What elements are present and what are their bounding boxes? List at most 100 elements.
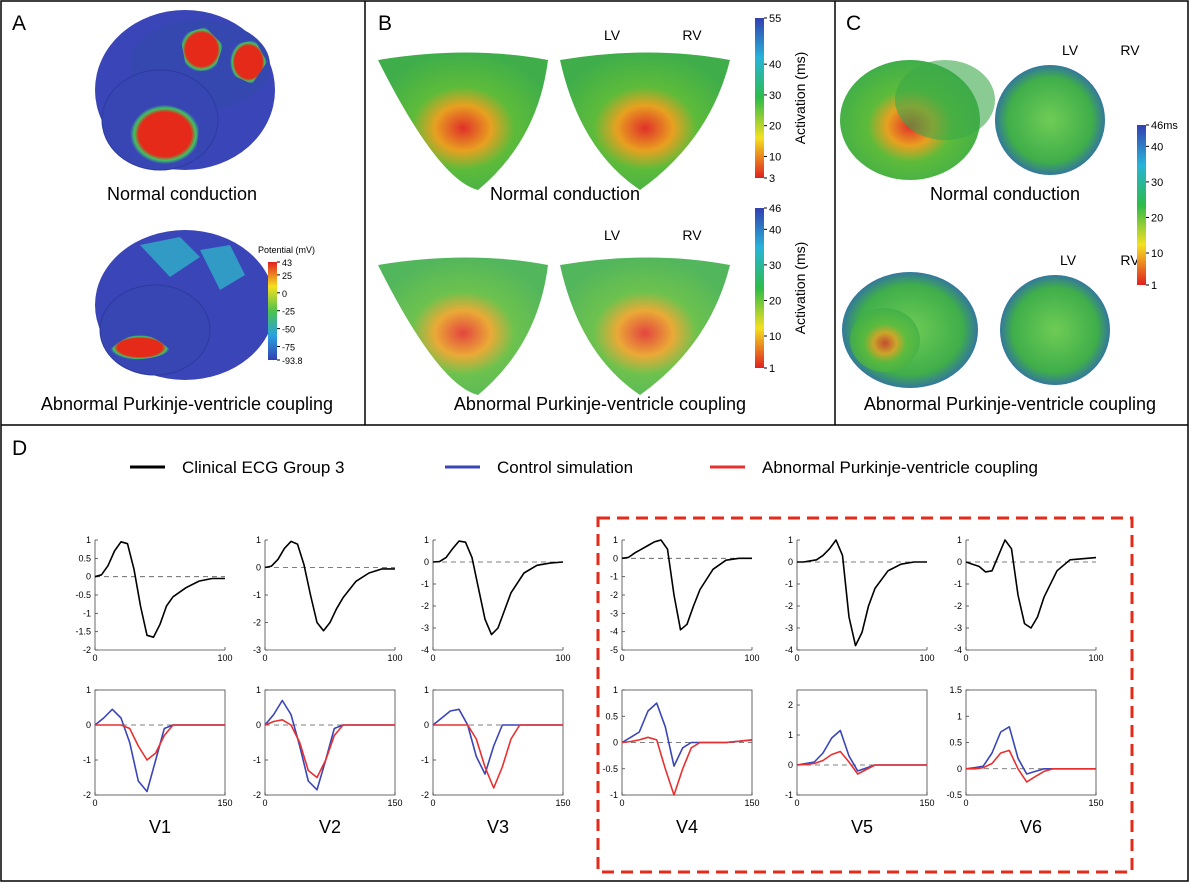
y-tick-label: -3	[253, 645, 261, 655]
y-tick-label: -1	[421, 579, 429, 589]
colorbar	[268, 262, 277, 360]
y-tick-label: -2	[83, 790, 91, 800]
colorbar-tick-label: 55	[769, 13, 781, 25]
caption: Normal conduction	[930, 184, 1080, 204]
x-tick-label: 150	[555, 798, 570, 808]
y-tick-label: 0	[613, 738, 618, 748]
y-tick-label: -3	[610, 608, 618, 618]
y-tick-label: -1	[785, 790, 793, 800]
lead-label: V1	[149, 817, 171, 837]
colorbar-tick-label: -25	[282, 307, 295, 317]
y-tick-label: -1	[253, 755, 261, 765]
y-tick-label: -3	[421, 623, 429, 633]
x-tick-label: 0	[619, 653, 624, 663]
y-tick-label: -2	[421, 601, 429, 611]
y-tick-label: 1	[86, 535, 91, 545]
colorbar-tick-label: 3	[769, 173, 775, 185]
y-tick-label: -3	[954, 623, 962, 633]
y-tick-label: 1	[788, 730, 793, 740]
x-tick-label: 100	[555, 653, 570, 663]
view-label: LV	[604, 27, 621, 43]
x-tick-label: 100	[217, 653, 232, 663]
ecg-line	[796, 750, 927, 775]
y-tick-label: 0	[788, 760, 793, 770]
colorbar-tick-label: 0	[282, 289, 287, 299]
y-tick-label: -2	[785, 601, 793, 611]
colorbar-tick-label: 10	[769, 151, 781, 163]
y-tick-label: 2	[788, 700, 793, 710]
x-tick-label: 100	[387, 653, 402, 663]
y-tick-label: -4	[954, 645, 962, 655]
panel-letter: A	[12, 12, 26, 35]
y-tick-label: 1	[613, 685, 618, 695]
x-tick-label: 0	[619, 798, 624, 808]
caption: Abnormal Purkinje-ventricle coupling	[454, 394, 746, 414]
x-tick-label: 0	[262, 653, 267, 663]
legend-label: Control simulation	[497, 458, 633, 477]
colorbar-tick-label: 20	[769, 295, 781, 307]
heart-renders	[95, 10, 1110, 395]
y-tick-label: -1	[83, 608, 91, 618]
caption: Abnormal Purkinje-ventricle coupling	[864, 394, 1156, 414]
legend-label: Abnormal Purkinje-ventricle coupling	[762, 458, 1038, 477]
y-tick-label: -0.5	[602, 764, 618, 774]
panel-letter: C	[846, 12, 861, 35]
view-label: LV	[1060, 252, 1077, 268]
y-tick-label: -2	[421, 790, 429, 800]
y-tick-label: 0	[788, 557, 793, 567]
view-label: LV	[1062, 42, 1079, 58]
colorbar-tick-label: 20	[769, 121, 781, 133]
caption: Normal conduction	[490, 184, 640, 204]
colorbar-tick-label: 20	[1151, 212, 1163, 224]
x-tick-label: 0	[794, 653, 799, 663]
y-tick-label: -1	[83, 755, 91, 765]
y-tick-label: 1	[613, 535, 618, 545]
highlight-box	[596, 516, 1134, 874]
ecg-line	[94, 541, 225, 638]
x-tick-label: 150	[919, 798, 934, 808]
ecg-line	[95, 724, 225, 761]
x-tick-label: 0	[92, 798, 97, 808]
colorbar-title: Potential (mV)	[258, 245, 315, 255]
ecg-line	[264, 719, 395, 779]
legend-label: Clinical ECG Group 3	[182, 458, 345, 477]
y-tick-label: -4	[785, 645, 793, 655]
colorbar-tick-label: 43	[282, 258, 292, 268]
lead-label: V6	[1020, 817, 1042, 837]
y-tick-label: -1.5	[75, 627, 91, 637]
x-tick-label: 150	[1088, 798, 1103, 808]
x-tick-label: 150	[387, 798, 402, 808]
plot-frame	[796, 689, 928, 796]
y-tick-label: 0	[424, 557, 429, 567]
plot-frame	[432, 689, 564, 796]
y-tick-label: 0	[613, 553, 618, 563]
colorbar-tick-label: -75	[282, 343, 295, 353]
x-tick-label: 150	[217, 798, 232, 808]
ecg-line	[966, 749, 1096, 783]
colorbar-tick-label: -50	[282, 325, 295, 335]
colorbar	[755, 18, 764, 178]
y-tick-label: -2	[954, 601, 962, 611]
y-tick-label: 0.5	[949, 738, 962, 748]
y-tick-label: 1	[957, 535, 962, 545]
colorbar	[755, 208, 764, 368]
view-label: RV	[1120, 252, 1140, 268]
plot-frame	[94, 689, 226, 796]
y-tick-label: 0	[957, 764, 962, 774]
x-tick-label: 0	[92, 653, 97, 663]
ecg-line	[94, 708, 225, 793]
panel-letter: D	[12, 437, 27, 460]
y-tick-label: 0.5	[78, 553, 91, 563]
view-label: RV	[682, 227, 702, 243]
ecg-line	[264, 540, 395, 632]
y-tick-label: 1	[256, 535, 261, 545]
x-tick-label: 0	[963, 798, 968, 808]
x-tick-label: 100	[744, 653, 759, 663]
view-label: LV	[604, 227, 621, 243]
y-tick-label: 1	[957, 711, 962, 721]
view-label: RV	[682, 27, 702, 43]
y-tick-label: -1	[610, 572, 618, 582]
x-tick-label: 0	[963, 653, 968, 663]
